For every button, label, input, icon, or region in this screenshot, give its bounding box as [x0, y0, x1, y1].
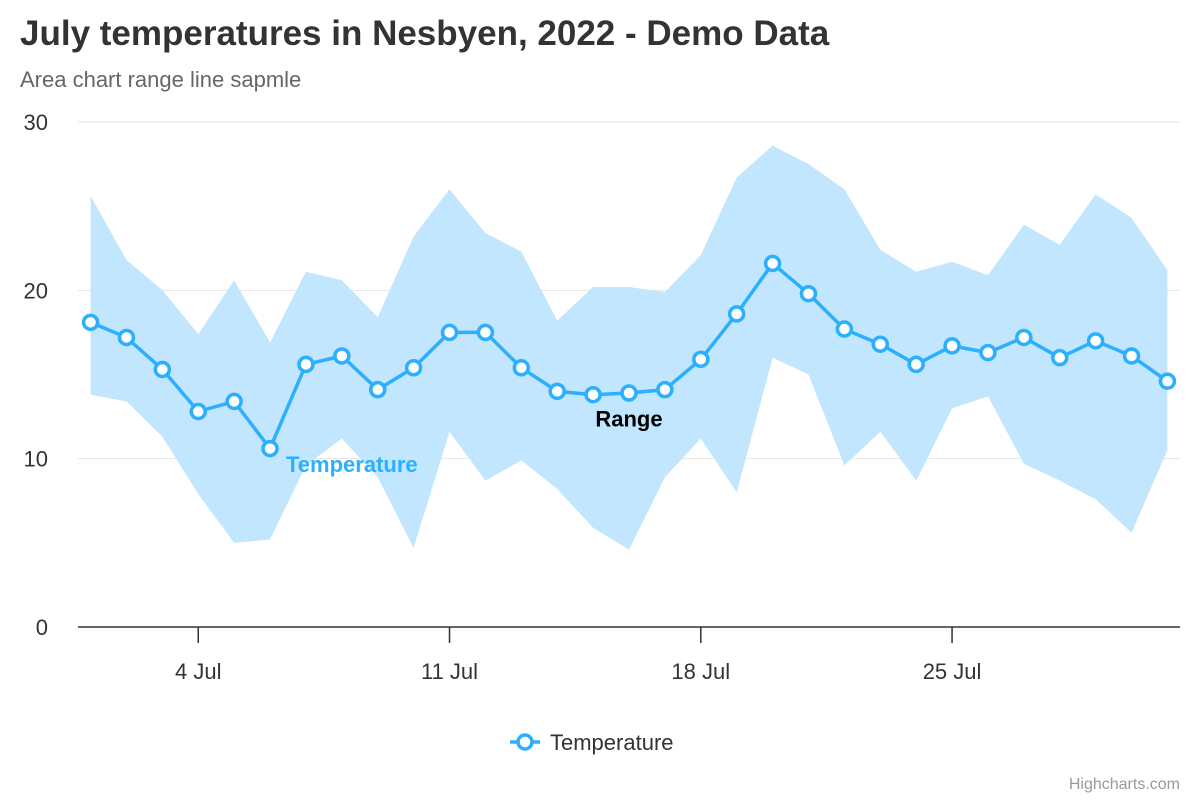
range-area	[90, 145, 1168, 550]
x-tick-label: 11 Jul	[421, 659, 478, 684]
range-series-label: Range	[595, 407, 662, 432]
x-tick-label: 25 Jul	[923, 659, 982, 684]
temperature-point	[81, 313, 100, 332]
y-tick-label: 20	[24, 278, 48, 303]
temperature-series-label: Temperature	[286, 452, 418, 477]
temperature-point	[117, 328, 136, 347]
legend-marker-icon	[516, 733, 534, 751]
temperature-point	[907, 355, 925, 374]
temperature-point	[871, 335, 890, 353]
temperature-point	[835, 320, 854, 338]
temperature-point	[979, 343, 997, 362]
chart-subtitle: Area chart range line sapmle	[20, 67, 302, 92]
y-tick-label: 30	[24, 110, 48, 135]
temperature-point	[1122, 347, 1141, 365]
temperature-point	[440, 323, 459, 342]
temperature-point	[584, 385, 602, 404]
temperature-point	[476, 323, 495, 342]
y-tick-label: 10	[24, 447, 48, 472]
series-labels: Temperature Range	[286, 407, 663, 477]
temperature-line-layer	[81, 254, 1177, 458]
temperature-point	[333, 347, 351, 365]
temperature-point	[1015, 328, 1033, 347]
temperature-point	[225, 392, 243, 411]
temperature-point	[727, 305, 746, 323]
temperature-point	[404, 359, 423, 377]
credits-link[interactable]: Highcharts.com	[1068, 776, 1180, 793]
x-tick-label: 18 Jul	[671, 659, 730, 684]
temperature-point	[153, 360, 172, 379]
temperature-point	[1158, 372, 1177, 390]
range-area-layer	[90, 145, 1168, 550]
legend[interactable]: Temperature	[510, 730, 674, 755]
temperature-point	[620, 384, 638, 402]
temperature-point	[548, 382, 566, 401]
temperature-point	[512, 359, 531, 377]
temperature-point	[763, 254, 782, 273]
temperature-point	[368, 380, 387, 399]
temperature-point	[297, 355, 315, 374]
temperature-point	[1050, 348, 1069, 367]
x-tick-label: 4 Jul	[175, 659, 221, 684]
temperature-point	[189, 402, 208, 421]
y-tick-label: 0	[36, 615, 48, 640]
legend-item-label: Temperature	[550, 730, 674, 755]
temperature-point	[943, 337, 961, 355]
temperature-point	[656, 380, 674, 399]
temperature-point	[799, 284, 818, 303]
temperature-point	[261, 439, 279, 458]
temperature-point	[1086, 332, 1105, 350]
chart-title: July temperatures in Nesbyen, 2022 - Dem…	[20, 14, 830, 53]
axes: 0 10 20 30 4 Jul 11 Jul 18 Jul 25 Jul	[24, 110, 1180, 684]
temperature-point	[692, 350, 710, 369]
